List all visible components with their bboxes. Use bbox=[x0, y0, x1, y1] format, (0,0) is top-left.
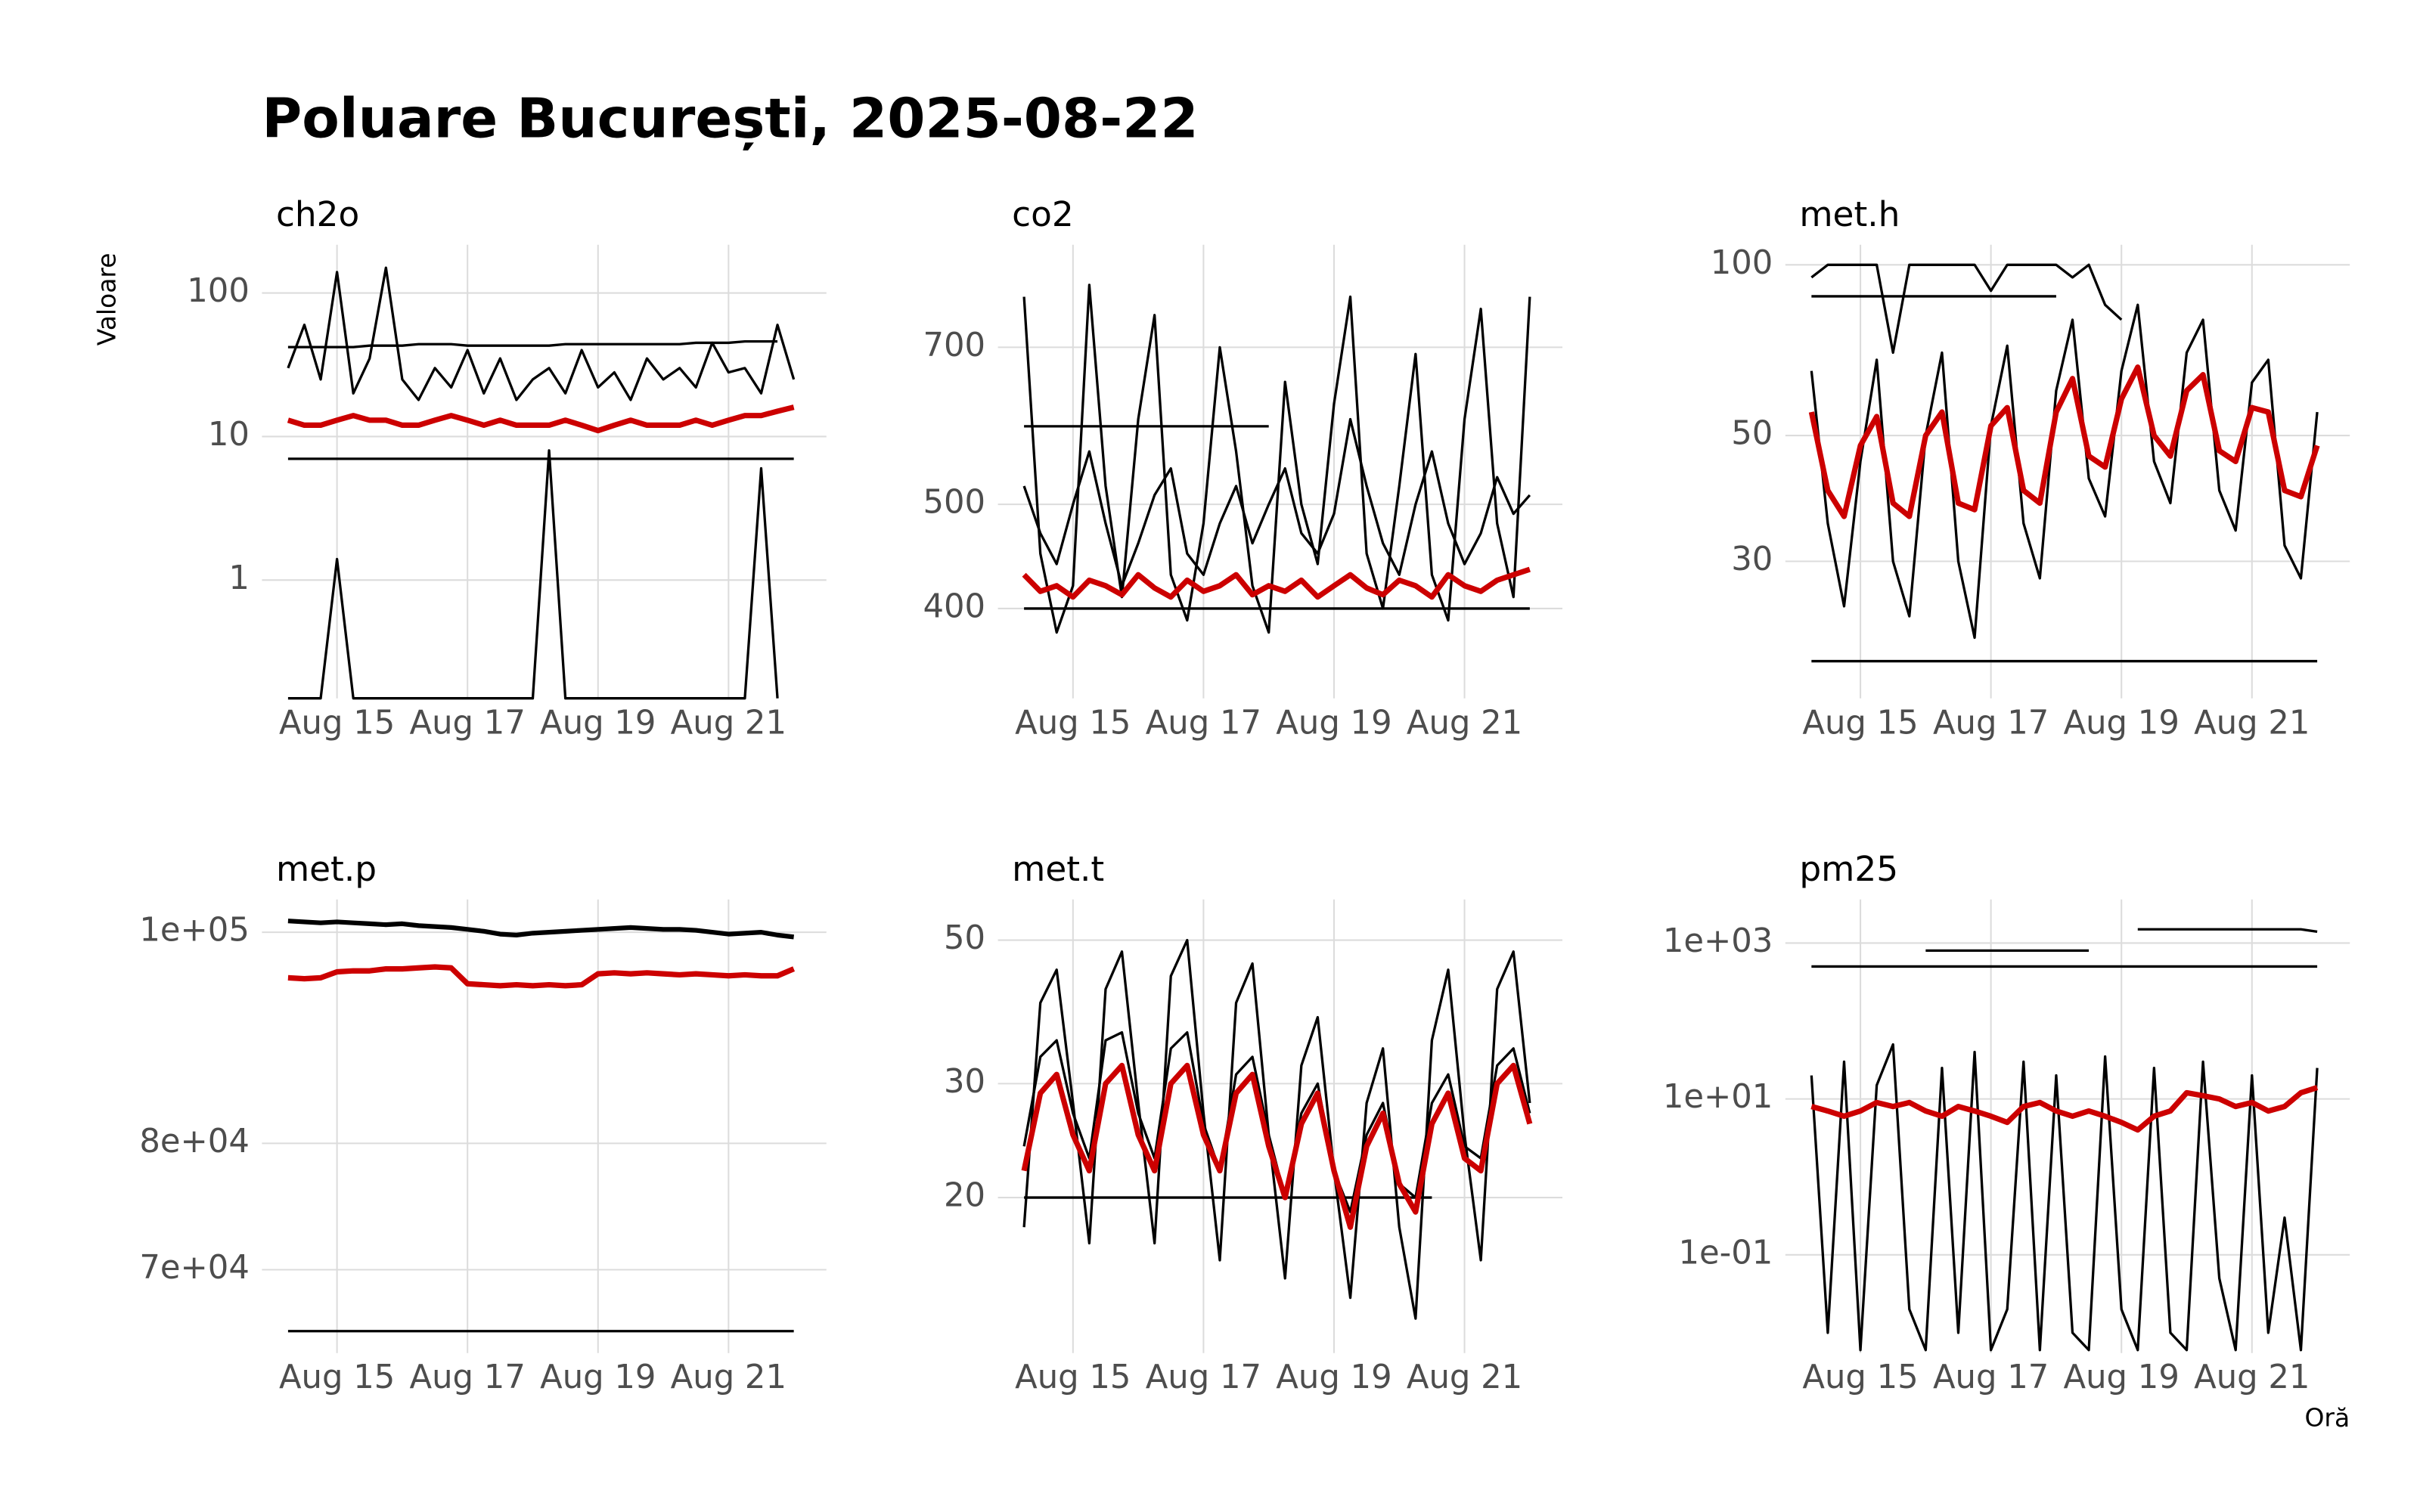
x-tick-label: Aug 15 bbox=[1015, 1359, 1131, 1396]
series-line bbox=[1808, 364, 2320, 519]
y-axis-label: Valoare bbox=[92, 253, 122, 345]
x-tick-label: Aug 17 bbox=[410, 704, 526, 742]
x-tick-label: Aug 21 bbox=[1407, 704, 1522, 742]
panel: met.t 20 30 50 Aug 15 Aug 17 Aug 19 Aug 21 bbox=[944, 849, 1562, 1396]
series-line bbox=[287, 449, 779, 700]
y-tick-label: 7e+04 bbox=[139, 1249, 250, 1287]
panel: ch2o 1 10 100 Aug 15 Aug 17 Aug 19 Aug 21 bbox=[187, 194, 827, 742]
x-tick-label: Aug 21 bbox=[1407, 1359, 1522, 1396]
facet-label: met.h bbox=[1799, 194, 1900, 234]
series-line bbox=[287, 339, 778, 349]
x-tick-label: Aug 19 bbox=[540, 704, 656, 742]
series-line bbox=[1022, 284, 1531, 634]
y-tick-label: 10 bbox=[208, 416, 250, 454]
series-line bbox=[1022, 417, 1531, 587]
x-tick-label: Aug 15 bbox=[279, 1359, 395, 1396]
series-line bbox=[1810, 1085, 2319, 1133]
y-tick-label: 1e-01 bbox=[1678, 1234, 1773, 1272]
series-line bbox=[1022, 938, 1531, 1320]
y-tick-label: 100 bbox=[1711, 244, 1773, 282]
y-tick-label: 50 bbox=[1731, 415, 1773, 453]
series-line bbox=[1925, 928, 2318, 953]
facet-label: met.p bbox=[276, 849, 377, 889]
x-tick-label: Aug 15 bbox=[1802, 1359, 1918, 1396]
series-line bbox=[1810, 263, 2123, 355]
x-tick-label: Aug 21 bbox=[671, 1359, 786, 1396]
y-tick-label: 700 bbox=[923, 327, 985, 364]
y-tick-label: 100 bbox=[187, 272, 250, 310]
series-line bbox=[287, 404, 795, 434]
x-tick-label: Aug 17 bbox=[410, 1359, 526, 1396]
x-tick-label: Aug 17 bbox=[1146, 1359, 1261, 1396]
panel: pm25 1e-01 1e+01 1e+03 Aug 15 Aug 17 Aug 19 Aug… bbox=[1663, 849, 2350, 1396]
y-tick-label: 1 bbox=[228, 559, 250, 597]
chart-title: Poluare București, 2025-08-22 bbox=[262, 87, 1198, 150]
x-tick-label: Aug 17 bbox=[1933, 1359, 2049, 1396]
y-tick-label: 30 bbox=[944, 1063, 985, 1101]
x-tick-label: Aug 21 bbox=[2194, 704, 2310, 742]
y-tick-label: 500 bbox=[923, 484, 985, 522]
y-tick-label: 1e+03 bbox=[1663, 922, 1773, 960]
x-tick-label: Aug 17 bbox=[1146, 704, 1261, 742]
x-tick-label: Aug 21 bbox=[671, 704, 786, 742]
x-tick-label: Aug 19 bbox=[2064, 1359, 2180, 1396]
series-line bbox=[287, 964, 796, 989]
y-tick-label: 1e+01 bbox=[1663, 1078, 1773, 1116]
x-tick-label: Aug 15 bbox=[1802, 704, 1918, 742]
facet-label: co2 bbox=[1012, 194, 1074, 234]
y-tick-label: 8e+04 bbox=[139, 1123, 250, 1160]
panel: met.p 7e+04 8e+04 1e+05 Aug 15 Aug 17 Aug 19 Au… bbox=[139, 849, 827, 1396]
series-line bbox=[1810, 303, 2319, 640]
y-tick-label: 30 bbox=[1731, 541, 1773, 578]
facet-label: met.t bbox=[1012, 849, 1104, 889]
y-tick-label: 20 bbox=[944, 1177, 985, 1215]
x-tick-label: Aug 15 bbox=[279, 704, 395, 742]
x-tick-label: Aug 15 bbox=[1015, 704, 1131, 742]
x-tick-label: Aug 17 bbox=[1933, 704, 2049, 742]
facet-label: pm25 bbox=[1799, 849, 1898, 889]
x-tick-label: Aug 19 bbox=[2064, 704, 2180, 742]
x-tick-label: Aug 21 bbox=[2194, 1359, 2310, 1396]
x-tick-label: Aug 19 bbox=[1276, 704, 1392, 742]
x-axis-label: Oră bbox=[2304, 1403, 2350, 1433]
series-line bbox=[287, 919, 795, 940]
series-line bbox=[1021, 1062, 1533, 1230]
y-tick-label: 50 bbox=[944, 919, 985, 957]
series-line bbox=[287, 266, 796, 401]
series-line bbox=[1022, 566, 1531, 600]
panel: met.h 30 50 100 Aug 15 Aug 17 Aug 19 Aug 21 bbox=[1711, 194, 2350, 742]
x-tick-label: Aug 19 bbox=[540, 1359, 656, 1396]
y-tick-label: 400 bbox=[923, 587, 985, 625]
series-line bbox=[1810, 1043, 2319, 1352]
x-tick-label: Aug 19 bbox=[1276, 1359, 1392, 1396]
y-tick-label: 1e+05 bbox=[139, 912, 250, 950]
facet-label: ch2o bbox=[276, 194, 359, 234]
panel: co2 400 500 700 Aug 15 Aug 17 Aug 19 Aug 21 bbox=[923, 194, 1562, 742]
